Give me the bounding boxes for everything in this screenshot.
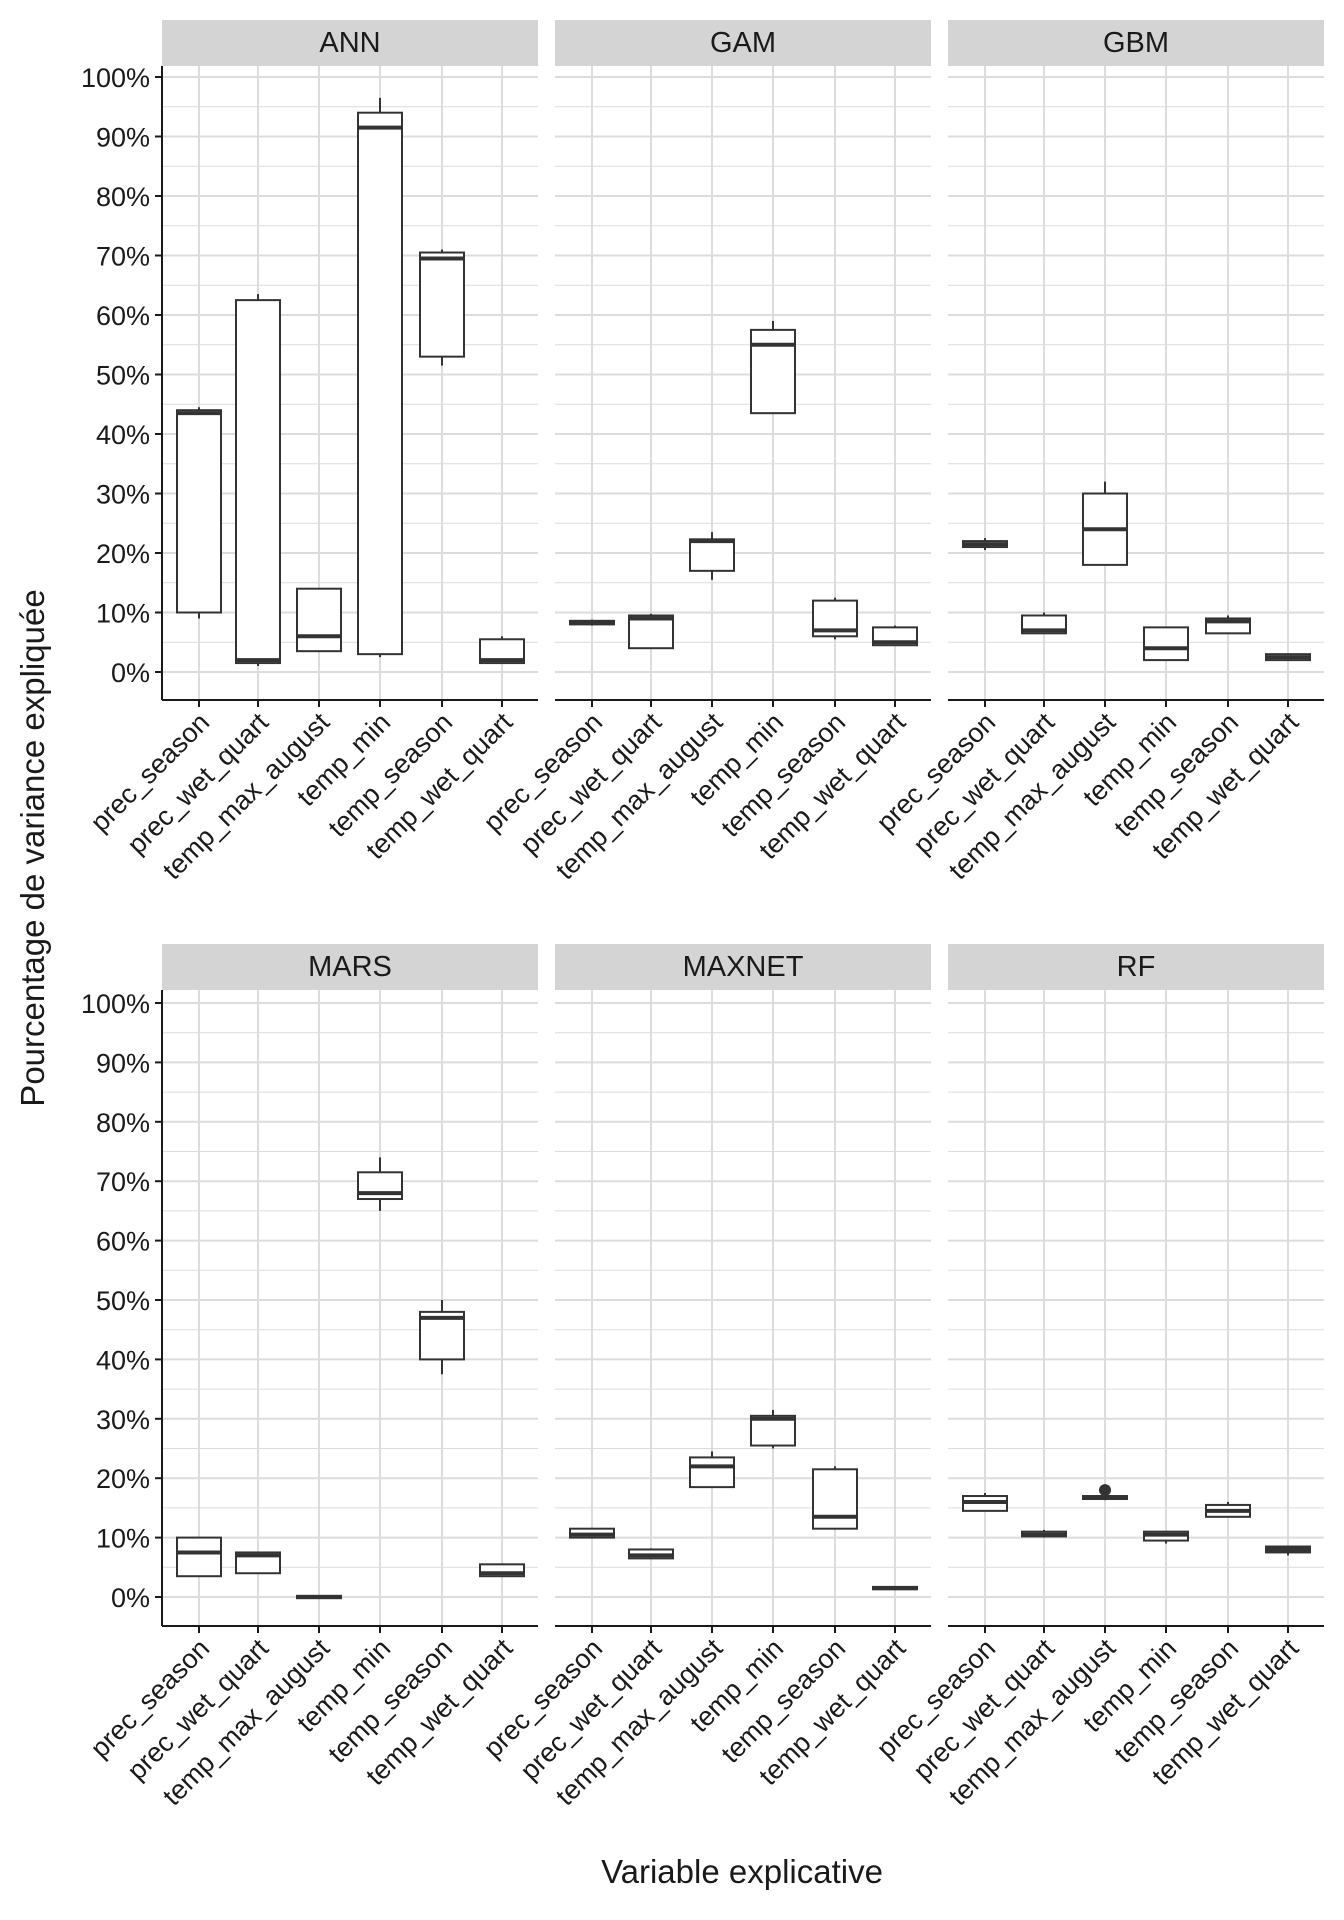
box-temp-min xyxy=(357,1157,403,1211)
y-tick-label: 70% xyxy=(96,242,150,272)
box-temp-max-august xyxy=(296,1594,342,1600)
facet-panel-rf: RFprec_seasonprec_wet_quarttemp_max_augu… xyxy=(871,944,1324,1811)
facet-panel-gbm: GBMprec_seasonprec_wet_quarttemp_max_aug… xyxy=(871,20,1324,885)
box-prec-season xyxy=(569,1527,615,1539)
box-prec-season xyxy=(962,1493,1008,1512)
box-temp-min xyxy=(1143,1530,1189,1544)
box-temp-min xyxy=(357,97,403,658)
facet-strip xyxy=(555,20,931,66)
y-tick-label: 10% xyxy=(96,599,150,629)
facet-title: MAXNET xyxy=(683,951,804,983)
box-prec-season xyxy=(176,1536,222,1578)
box-temp-season xyxy=(812,597,858,640)
box-temp-wet-quart xyxy=(479,636,525,665)
box-prec-wet-quart xyxy=(1021,612,1067,635)
box-temp-min xyxy=(750,320,796,415)
box-iqr xyxy=(419,251,465,358)
facet-title: ANN xyxy=(319,27,380,59)
facet-strip xyxy=(948,20,1324,66)
facet-panels: ANN0%10%20%30%40%50%60%70%80%90%100%prec… xyxy=(81,20,1324,1811)
y-tick-label: 80% xyxy=(96,1108,150,1138)
box-iqr xyxy=(176,1536,222,1578)
y-tick-label: 100% xyxy=(81,63,150,93)
box-temp-min xyxy=(1143,626,1189,662)
box-temp-season xyxy=(1205,615,1251,635)
box-temp-wet-quart xyxy=(872,1585,918,1591)
box-temp-season xyxy=(812,1466,858,1530)
y-tick-label: 10% xyxy=(96,1524,150,1554)
y-tick-label: 100% xyxy=(81,989,150,1019)
box-temp-wet-quart xyxy=(872,625,918,647)
y-tick-label: 20% xyxy=(96,1464,150,1494)
facet-panel-maxnet: MAXNETprec_seasonprec_wet_quarttemp_max_… xyxy=(478,944,931,1811)
y-tick-label: 30% xyxy=(96,1405,150,1435)
box-prec-wet-quart xyxy=(628,613,674,650)
facet-strip xyxy=(555,944,931,990)
y-tick-label: 0% xyxy=(111,658,150,688)
box-iqr xyxy=(689,1456,735,1489)
y-tick-label: 0% xyxy=(111,1583,150,1613)
box-iqr xyxy=(235,299,281,665)
y-tick-label: 80% xyxy=(96,182,150,212)
box-temp-wet-quart xyxy=(479,1563,525,1578)
box-temp-max-august xyxy=(689,1451,735,1489)
box-iqr xyxy=(1143,626,1189,662)
y-tick-label: 60% xyxy=(96,301,150,331)
y-tick-label: 90% xyxy=(96,1048,150,1078)
box-iqr xyxy=(628,614,674,650)
box-temp-wet-quart xyxy=(1265,653,1311,662)
box-temp-season xyxy=(1205,1501,1251,1518)
facet-title: MARS xyxy=(308,951,392,983)
y-tick-label: 20% xyxy=(96,539,150,569)
box-prec-wet-quart xyxy=(628,1548,674,1560)
box-temp-season xyxy=(419,1300,465,1375)
y-tick-label: 30% xyxy=(96,480,150,510)
y-tick-label: 50% xyxy=(96,361,150,391)
box-iqr xyxy=(812,1468,858,1530)
box-prec-wet-quart xyxy=(235,294,281,667)
box-temp-max-august xyxy=(1082,481,1128,566)
box-prec-season xyxy=(962,538,1008,551)
facet-strip xyxy=(162,20,538,66)
facet-title: GBM xyxy=(1103,27,1169,59)
box-temp-max-august xyxy=(1082,1484,1128,1501)
box-iqr xyxy=(689,538,735,572)
facet-panel-mars: MARS0%10%20%30%40%50%60%70%80%90%100%pre… xyxy=(81,944,538,1811)
x-axis-title: Variable explicative xyxy=(601,1853,883,1890)
box-temp-max-august xyxy=(296,587,342,653)
facet-title: RF xyxy=(1117,951,1156,983)
facet-panel-gam: GAMprec_seasonprec_wet_quarttemp_max_aug… xyxy=(478,20,931,885)
box-temp-max-august xyxy=(689,532,735,580)
y-axis-title: Pourcentage de variance expliquée xyxy=(14,589,51,1106)
outlier-point xyxy=(1099,1484,1111,1497)
facet-strip xyxy=(162,944,538,990)
box-temp-wet-quart xyxy=(1265,1545,1311,1556)
y-tick-label: 70% xyxy=(96,1167,150,1197)
box-temp-min xyxy=(750,1409,796,1449)
y-tick-label: 50% xyxy=(96,1286,150,1316)
y-tick-label: 60% xyxy=(96,1227,150,1257)
box-iqr xyxy=(750,328,796,415)
box-iqr xyxy=(296,587,342,653)
box-iqr xyxy=(235,1551,281,1575)
box-temp-season xyxy=(419,249,465,366)
box-prec-season xyxy=(569,619,615,626)
facet-title: GAM xyxy=(710,27,776,59)
y-tick-label: 40% xyxy=(96,420,150,450)
box-iqr xyxy=(479,638,525,665)
box-iqr xyxy=(479,1563,525,1578)
box-iqr xyxy=(176,409,222,614)
box-iqr xyxy=(357,111,403,656)
y-tick-label: 40% xyxy=(96,1345,150,1375)
y-tick-label: 90% xyxy=(96,123,150,153)
box-prec-season xyxy=(176,407,222,619)
facet-strip xyxy=(948,944,1324,990)
facet-panel-ann: ANN0%10%20%30%40%50%60%70%80%90%100%prec… xyxy=(81,20,538,885)
box-prec-wet-quart xyxy=(235,1551,281,1575)
box-prec-wet-quart xyxy=(1021,1529,1067,1538)
